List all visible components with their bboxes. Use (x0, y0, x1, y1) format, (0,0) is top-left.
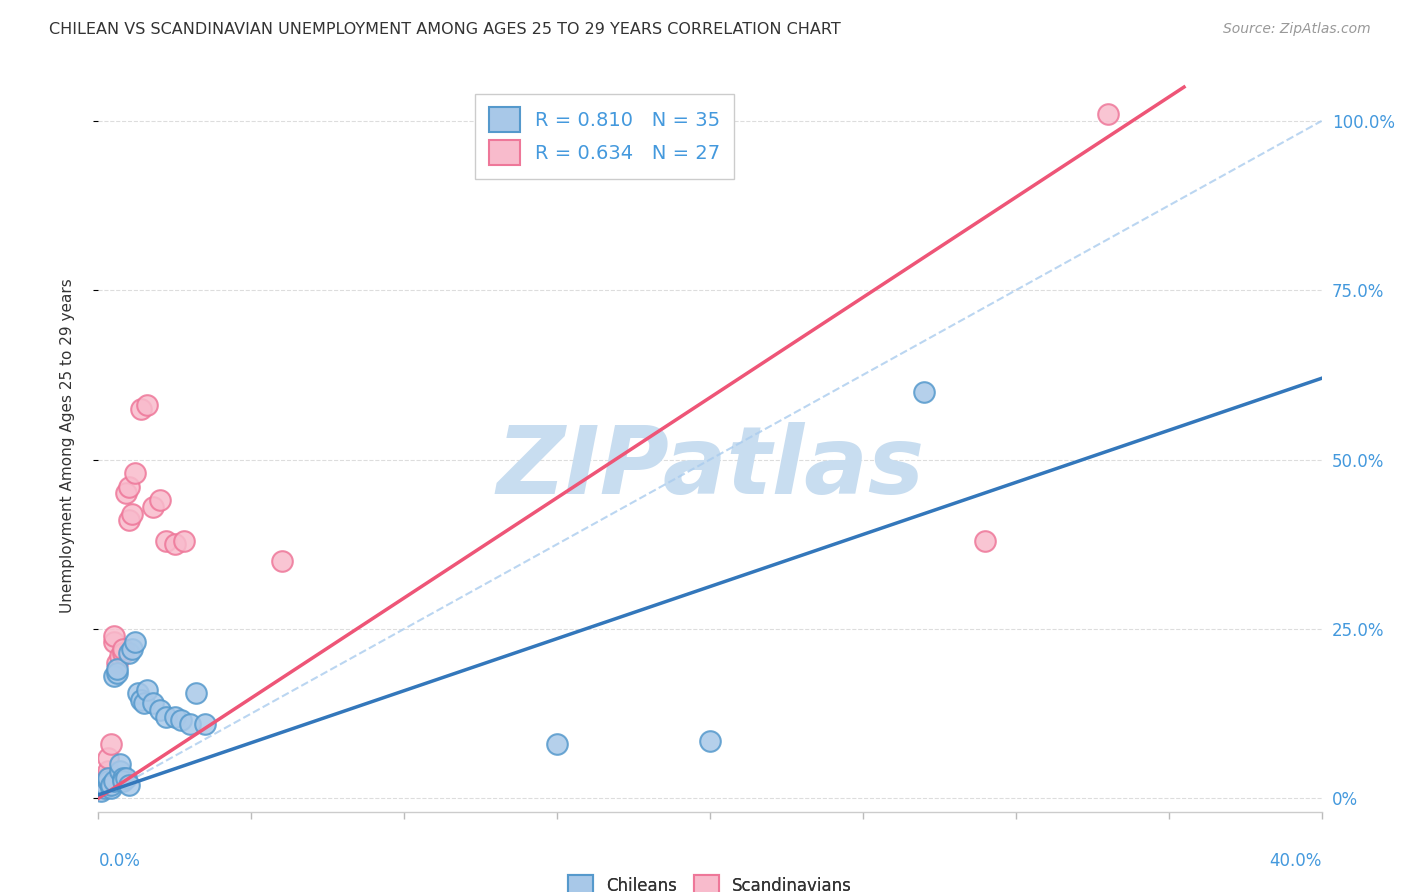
Point (149, 703, 172, 717)
Point (100, 778, 122, 792)
Point (105, 665, 128, 680)
Point (93, 778, 115, 792)
Point (912, 384, 935, 399)
Point (134, 697, 156, 711)
Point (93, 780, 115, 795)
Point (108, 757, 131, 772)
Text: CHILEAN VS SCANDINAVIAN UNEMPLOYMENT AMONG AGES 25 TO 29 YEARS CORRELATION CHART: CHILEAN VS SCANDINAVIAN UNEMPLOYMENT AMO… (49, 22, 841, 37)
Point (97, 764, 120, 778)
Point (90, 784, 112, 798)
Point (163, 710, 186, 724)
Text: ZIPatlas: ZIPatlas (496, 422, 924, 514)
Point (115, 486, 138, 500)
Point (136, 398, 159, 412)
Point (111, 774, 134, 789)
Point (163, 537, 186, 551)
Point (97, 750, 120, 764)
Point (179, 716, 201, 731)
Point (105, 656, 128, 670)
Text: 0.0%: 0.0% (98, 852, 141, 870)
Point (108, 648, 131, 663)
Point (142, 697, 165, 711)
Point (194, 716, 217, 731)
Point (97, 771, 120, 785)
Point (90, 780, 112, 795)
Y-axis label: Unemployment Among Ages 25 to 29 years: Unemployment Among Ages 25 to 29 years (60, 278, 75, 614)
Point (170, 714, 193, 728)
Legend: Chileans, Scandinavians: Chileans, Scandinavians (561, 869, 859, 892)
Point (699, 733, 721, 747)
Point (118, 514, 141, 528)
Point (124, 635, 146, 649)
Point (129, 693, 152, 707)
Point (129, 401, 152, 416)
Point (186, 686, 208, 700)
Point (155, 533, 177, 548)
Point (103, 629, 125, 643)
Point (108, 764, 131, 778)
Point (105, 663, 128, 677)
Point (97, 774, 120, 789)
Point (173, 533, 195, 548)
Point (111, 771, 134, 785)
Point (142, 500, 165, 514)
Point (124, 466, 146, 480)
Point (118, 778, 141, 792)
Point (115, 771, 138, 785)
Text: 40.0%: 40.0% (1270, 852, 1322, 870)
Point (100, 737, 122, 751)
Point (127, 686, 149, 700)
Point (136, 682, 159, 697)
Point (118, 480, 141, 494)
Point (103, 635, 125, 649)
Point (546, 737, 568, 751)
Point (111, 646, 134, 660)
Point (93, 778, 115, 792)
Point (155, 710, 177, 724)
Point (121, 507, 143, 521)
Point (118, 646, 141, 660)
Point (1097, 107, 1119, 121)
Point (93, 771, 115, 785)
Text: Source: ZipAtlas.com: Source: ZipAtlas.com (1223, 22, 1371, 37)
Point (111, 642, 134, 657)
Point (103, 774, 125, 789)
Point (121, 642, 143, 657)
Point (974, 533, 997, 548)
Point (149, 493, 172, 508)
Point (103, 669, 125, 683)
Point (100, 780, 122, 795)
Point (270, 554, 292, 568)
